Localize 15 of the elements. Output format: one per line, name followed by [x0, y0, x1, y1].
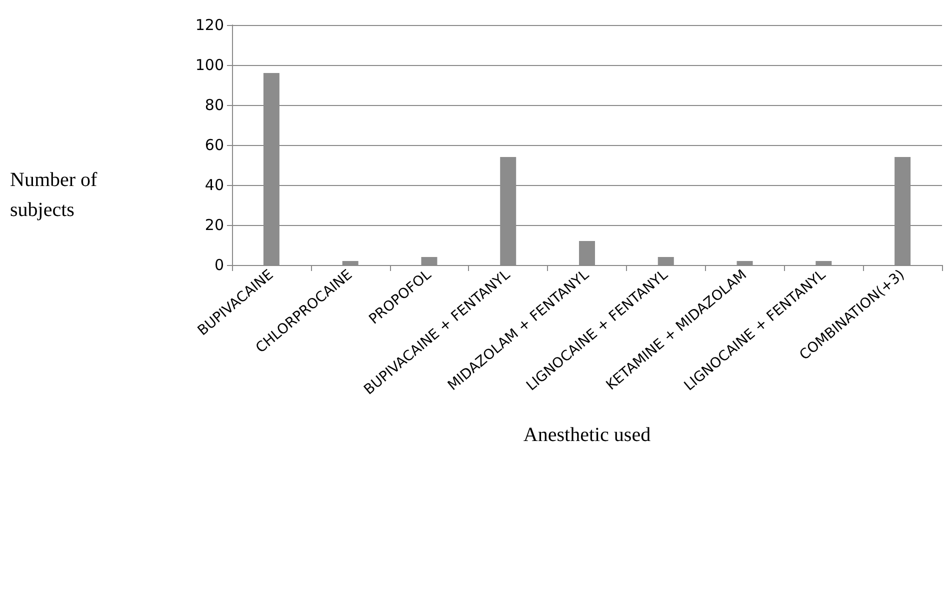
y-tick-label: 20 [204, 216, 224, 234]
bar [816, 261, 832, 265]
bar [579, 241, 595, 265]
y-tick-label: 100 [195, 56, 224, 74]
x-axis-title: Anesthetic used [523, 424, 651, 446]
y-axis-title: Number of subjects [10, 169, 98, 221]
y-tick-label: 120 [195, 16, 224, 34]
bar [342, 261, 358, 265]
y-tick-label: 40 [204, 176, 224, 194]
y-tick-label: 80 [204, 96, 224, 114]
y-tick-label: 0 [214, 256, 224, 274]
bar [421, 257, 438, 265]
bar [736, 261, 753, 265]
bar [658, 257, 674, 265]
y-tick-label: 60 [204, 136, 224, 154]
